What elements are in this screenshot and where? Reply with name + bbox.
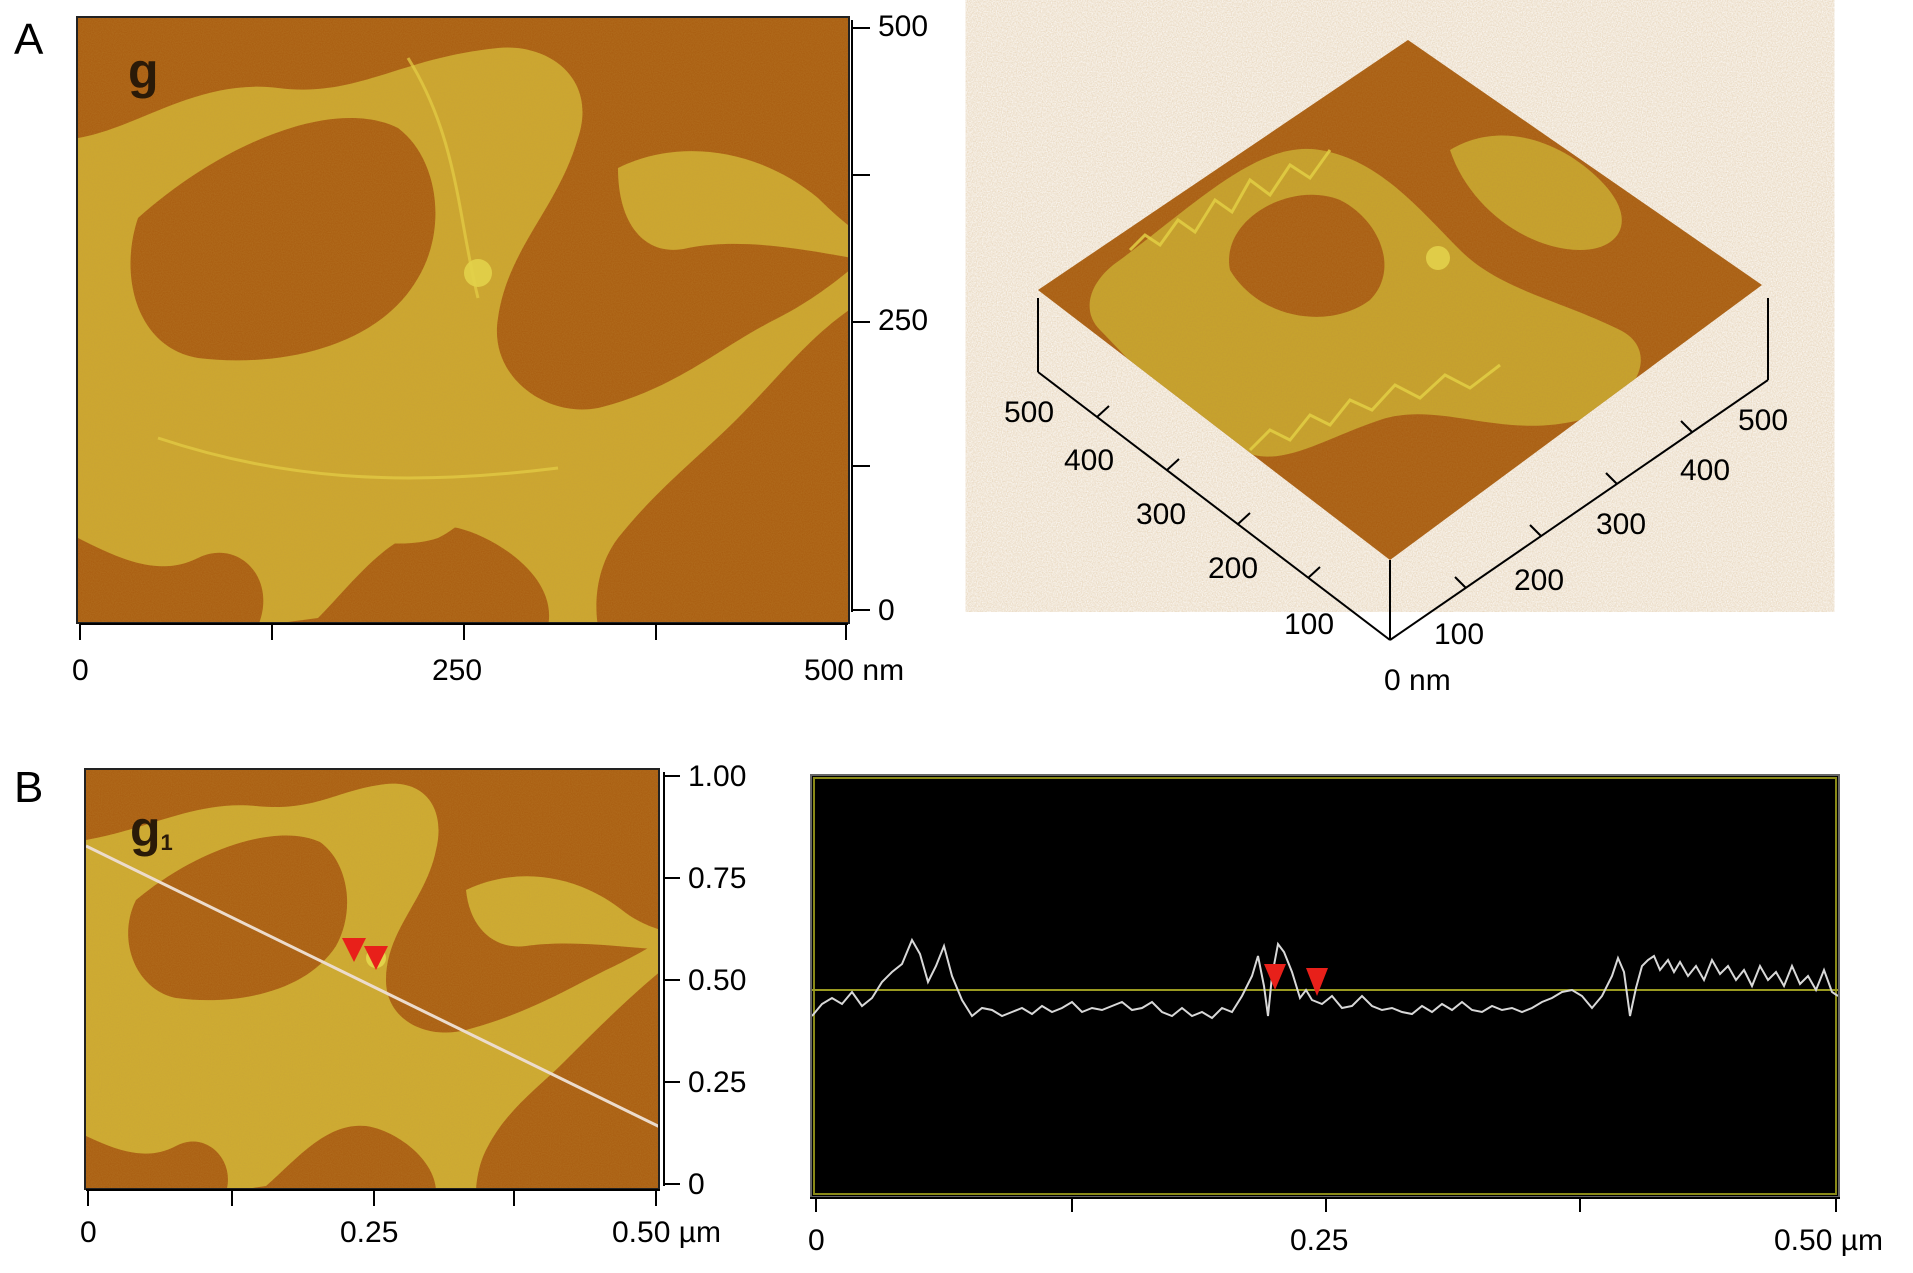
b-x-tick-0: 0 [80, 1216, 97, 1249]
image-label-g1: g1 [130, 801, 173, 857]
b-y-tick-075: 0.75 [688, 862, 747, 895]
a-x-tick-500: 500 nm [804, 654, 905, 687]
a3d-origin-label: 0 nm [1384, 664, 1451, 697]
a3d-left-tick-200: 200 [1208, 552, 1259, 585]
a3d-left-tick-300: 300 [1136, 498, 1187, 531]
a-y-tick-0: 0 [878, 594, 895, 627]
profile-x-tick-050: 0.50 µm [1774, 1224, 1883, 1257]
panel-letter-a: A [14, 15, 44, 64]
section-line [86, 844, 658, 1128]
a-y-tick-500: 500 [878, 10, 929, 43]
profile-marker-right [1306, 968, 1328, 996]
panel-letter-b: B [14, 763, 44, 812]
b-y-tick-0: 0 [688, 1168, 705, 1201]
image-label-g: g [128, 43, 159, 99]
a-x-tick-250: 250 [432, 654, 483, 687]
b-y-tick-050: 0.50 [688, 964, 747, 997]
marker-right [364, 946, 388, 970]
profile-x-tick-025: 0.25 [1290, 1224, 1349, 1257]
a3d-right-tick-200: 200 [1514, 564, 1565, 597]
a-y-tick-250: 250 [878, 304, 929, 337]
a3d-left-tick-500: 500 [1004, 396, 1055, 429]
b-y-tick-100: 1.00 [688, 760, 747, 793]
profile-x-tick-0: 0 [808, 1224, 825, 1257]
b-x-tick-025: 0.25 [340, 1216, 399, 1249]
height-profile-plot [810, 774, 1840, 1198]
a3d-right-tick-400: 400 [1680, 454, 1731, 487]
profile-trace [811, 937, 1839, 1020]
a3d-left-tick-100: 100 [1284, 608, 1335, 641]
a3d-right-tick-500: 500 [1738, 404, 1789, 437]
a3d-right-tick-100: 100 [1434, 618, 1485, 651]
b-y-tick-025: 0.25 [688, 1066, 747, 1099]
a3d-right-tick-300: 300 [1596, 508, 1647, 541]
a-x-tick-0: 0 [72, 654, 89, 687]
a3d-left-tick-400: 400 [1064, 444, 1115, 477]
afm-height-image-g: g [76, 16, 850, 624]
profile-marker-left [1264, 964, 1286, 990]
marker-left [342, 938, 366, 962]
afm-height-image-g1: g1 [84, 768, 660, 1190]
b-x-tick-050: 0.50 µm [612, 1216, 721, 1249]
